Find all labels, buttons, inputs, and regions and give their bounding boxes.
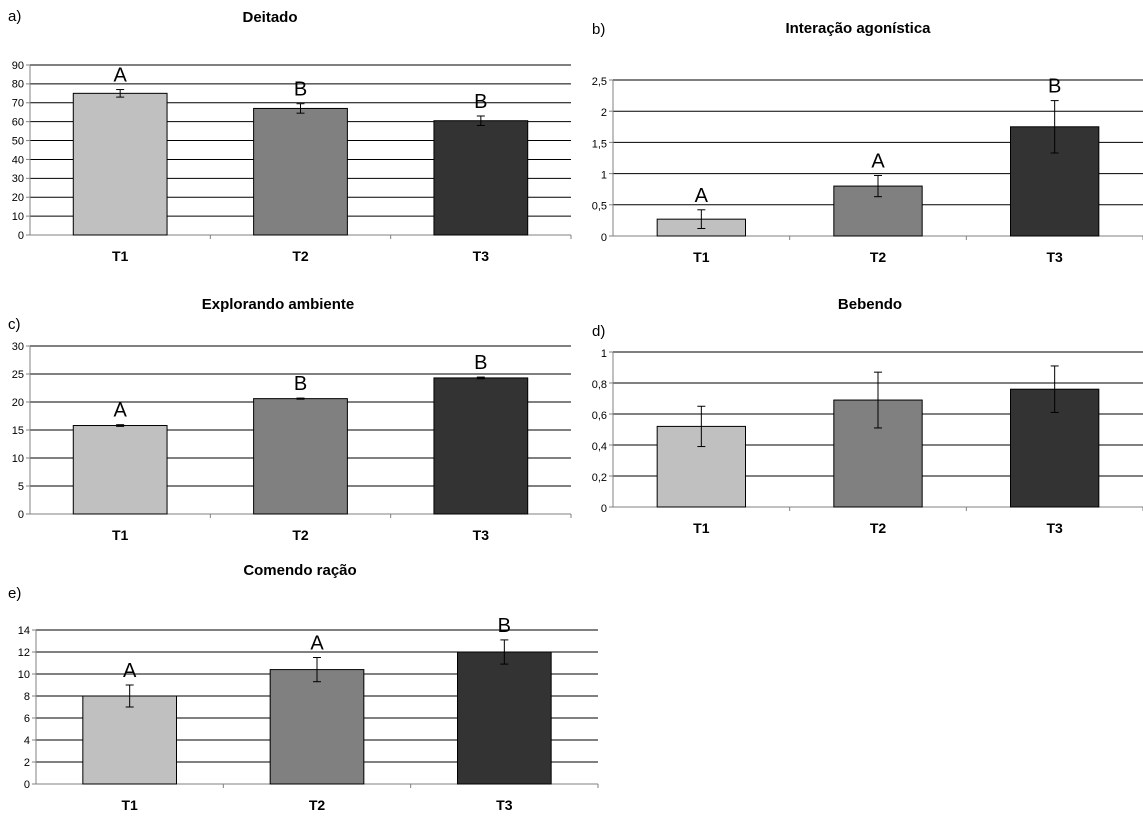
significance-letter: B xyxy=(294,79,307,101)
bar-t3 xyxy=(433,120,529,236)
x-tick-label: T1 xyxy=(121,797,138,813)
x-tick-label: T1 xyxy=(112,527,129,543)
x-tick-label: T2 xyxy=(870,249,887,265)
chart-title: Interação agonística xyxy=(785,20,931,37)
x-tick-label: T3 xyxy=(496,797,513,813)
x-tick-label: T1 xyxy=(693,520,710,536)
bar-t2 xyxy=(269,669,365,785)
significance-letter: A xyxy=(695,185,709,207)
y-tick-label: 0 xyxy=(24,779,30,791)
x-tick-label: T2 xyxy=(870,520,887,536)
y-tick-label: 2,5 xyxy=(592,76,607,88)
bar-t1 xyxy=(82,695,177,785)
significance-letter: B xyxy=(474,352,487,374)
y-tick-label: 8 xyxy=(24,691,30,703)
bar-t3 xyxy=(457,651,552,785)
chart-title: Deitado xyxy=(242,9,297,26)
chart-title: Comendo ração xyxy=(243,562,356,579)
y-tick-label: 12 xyxy=(18,647,30,659)
y-tick-label: 25 xyxy=(12,369,24,381)
y-tick-label: 2 xyxy=(601,107,607,119)
y-tick-label: 15 xyxy=(12,425,24,437)
y-tick-label: 0,4 xyxy=(592,441,607,453)
x-tick-label: T2 xyxy=(292,248,309,264)
y-tick-label: 2 xyxy=(24,757,30,769)
chart-panel-e: Comendo ração e) 0 2 4 6 8 10 12 14 T1 A T2 A T3 B xyxy=(8,562,599,813)
y-tick-label: 40 xyxy=(12,154,24,166)
y-tick-label: 0,6 xyxy=(592,410,607,422)
panel-label: b) xyxy=(592,21,605,38)
y-tick-label: 1 xyxy=(601,170,607,182)
chart-panel-d: Bebendo d) 0 0,2 0,4 0,6 0,8 1 T1 T2 T3 xyxy=(592,296,1143,536)
y-tick-label: 14 xyxy=(18,625,30,637)
y-tick-label: 30 xyxy=(12,173,24,185)
chart-panel-b: Interação agonística b) 0 0,5 1 1,5 2 2,5 T1 A T2 A… xyxy=(592,20,1143,265)
y-tick-label: 60 xyxy=(12,117,24,129)
y-tick-label: 0,5 xyxy=(592,201,607,213)
y-tick-label: 30 xyxy=(12,341,24,353)
significance-letter: A xyxy=(871,150,885,172)
panel-label: d) xyxy=(592,323,605,340)
significance-letter: B xyxy=(1048,76,1061,98)
y-tick-label: 10 xyxy=(12,453,24,465)
y-tick-label: 0 xyxy=(601,232,607,244)
panel-label: e) xyxy=(8,585,21,602)
significance-letter: A xyxy=(310,633,324,655)
chart-title: Bebendo xyxy=(838,296,902,313)
bar-t2 xyxy=(253,107,348,236)
y-tick-label: 0 xyxy=(18,230,24,242)
bar-t3 xyxy=(433,377,529,515)
panel-label: a) xyxy=(8,8,21,25)
chart-panel-c: Explorando ambiente c) 0 5 10 15 20 25 30 T1 A T2 B T… xyxy=(8,296,572,543)
y-tick-label: 6 xyxy=(24,713,30,725)
x-tick-label: T3 xyxy=(1046,520,1063,536)
y-tick-label: 10 xyxy=(12,211,24,223)
y-tick-label: 50 xyxy=(12,135,24,147)
bar-t1 xyxy=(72,92,168,236)
x-tick-label: T1 xyxy=(693,249,710,265)
y-tick-label: 80 xyxy=(12,79,24,91)
y-tick-label: 70 xyxy=(12,98,24,110)
bar-t1 xyxy=(72,425,168,515)
y-tick-label: 20 xyxy=(12,192,24,204)
significance-letter: B xyxy=(294,373,307,395)
significance-letter: A xyxy=(113,400,127,422)
y-tick-label: 0 xyxy=(18,509,24,521)
x-tick-label: T2 xyxy=(309,797,326,813)
y-tick-label: 20 xyxy=(12,397,24,409)
panel-label: c) xyxy=(8,316,21,333)
x-tick-label: T2 xyxy=(292,527,309,543)
x-tick-label: T3 xyxy=(473,527,490,543)
bar-t2 xyxy=(253,398,348,515)
y-tick-label: 0,8 xyxy=(592,379,607,391)
y-tick-label: 10 xyxy=(18,669,30,681)
y-tick-label: 1,5 xyxy=(592,138,607,150)
x-tick-label: T1 xyxy=(112,248,129,264)
chart-panel-a: Deitado a) 0 10 20 30 40 50 60 70 80 90 T1 A T2 B T3 B xyxy=(8,8,572,264)
significance-letter: A xyxy=(123,660,137,682)
chart-title: Explorando ambiente xyxy=(202,296,355,313)
y-tick-label: 4 xyxy=(24,735,30,747)
x-tick-label: T3 xyxy=(1046,249,1063,265)
y-tick-label: 90 xyxy=(12,60,24,72)
y-tick-label: 0,2 xyxy=(592,472,607,484)
significance-letter: B xyxy=(474,91,487,113)
significance-letter: B xyxy=(498,615,511,637)
x-tick-label: T3 xyxy=(473,248,490,264)
significance-letter: A xyxy=(113,65,127,87)
y-tick-label: 0 xyxy=(601,503,607,515)
y-tick-label: 5 xyxy=(18,481,24,493)
y-tick-label: 1 xyxy=(601,348,607,360)
